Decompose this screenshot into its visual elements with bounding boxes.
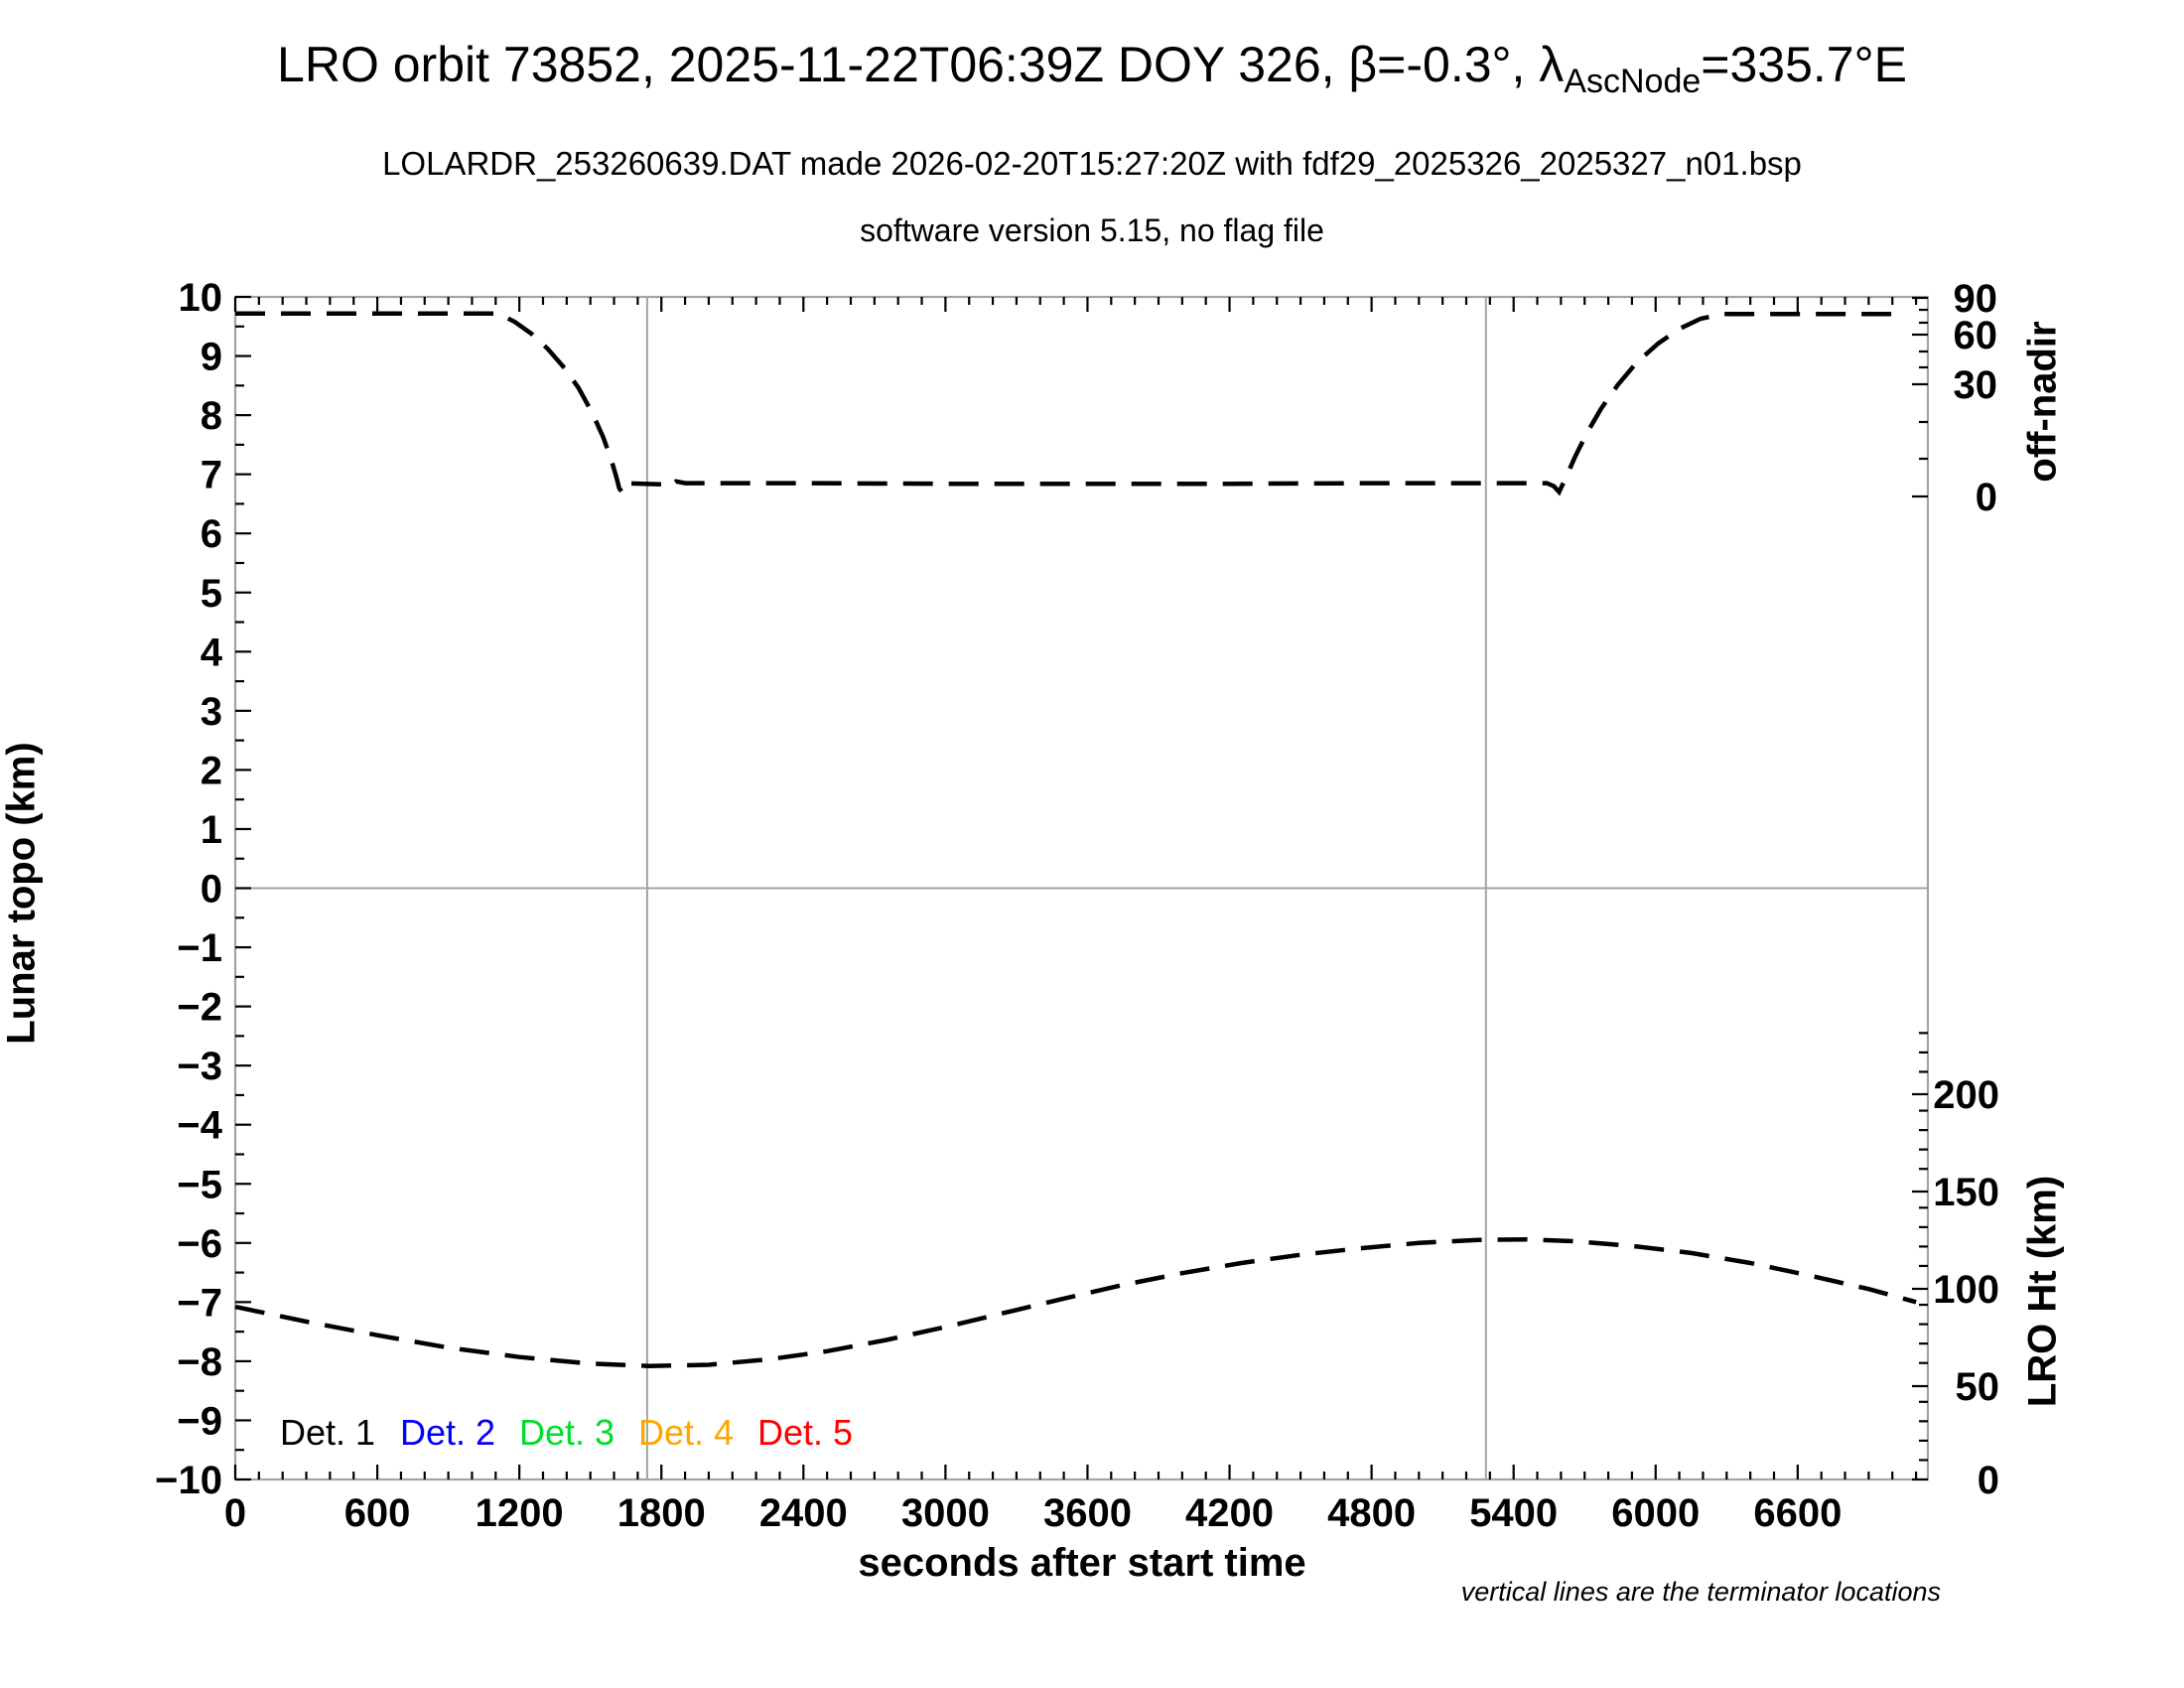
- legend-item-det2: Det. 2: [400, 1412, 496, 1453]
- y-tick-label: 9: [201, 336, 222, 379]
- y-tick-label: −6: [177, 1222, 222, 1266]
- y-tick-label: −4: [177, 1104, 222, 1148]
- legend-item-det1: Det. 1: [280, 1412, 376, 1453]
- legend-item-det5: Det. 5: [757, 1412, 854, 1453]
- page-title: LRO orbit 73852, 2025-11-22T06:39Z DOY 3…: [0, 36, 2184, 101]
- y-tick-label: 4: [201, 631, 223, 674]
- x-tick-label: 1800: [617, 1491, 706, 1535]
- y-tick-label: −3: [177, 1045, 222, 1088]
- x-axis-title: seconds after start time: [858, 1541, 1306, 1585]
- y-tick-label: 5: [201, 572, 222, 616]
- x-tick-label: 6000: [1611, 1491, 1700, 1535]
- y-axis-title-left: Lunar topo (km): [0, 742, 44, 1045]
- x-tick-label: 4800: [1327, 1491, 1416, 1535]
- y-tick-label: −10: [155, 1459, 222, 1502]
- x-tick-label: 600: [344, 1491, 411, 1535]
- x-tick-label: 6600: [1753, 1491, 1842, 1535]
- lro-height-tick-labels: 200 150 100 50 0: [1933, 1073, 1999, 1502]
- off-nadir-tick-label: 30: [1954, 363, 1998, 407]
- x-tick-label: 4200: [1185, 1491, 1274, 1535]
- gridlines-and-terminators: [235, 297, 1928, 1479]
- x-tick-label: 3000: [901, 1491, 990, 1535]
- y-tick-label: 0: [201, 868, 222, 912]
- x-tick-label: 5400: [1469, 1491, 1558, 1535]
- lro-ht-tick-label: 0: [1978, 1459, 1999, 1502]
- off-nadir-tick-label: 60: [1954, 314, 1998, 357]
- y-tick-label: −8: [177, 1340, 222, 1384]
- y-tick-label: 7: [201, 454, 222, 497]
- axis-ticks: [233, 295, 1928, 1481]
- lro-ht-tick-label: 50: [1956, 1365, 2000, 1409]
- y-axis-title-off-nadir: off-nadir: [2020, 321, 2065, 483]
- y-tick-label: 1: [201, 808, 222, 852]
- off-nadir-tick-label: 90: [1954, 277, 1998, 321]
- y-tick-label: −2: [177, 986, 222, 1030]
- y-tick-label: −1: [177, 926, 222, 970]
- data-curves: [234, 311, 1917, 1368]
- lro-ht-tick-label: 150: [1933, 1171, 1999, 1214]
- y-tick-label: 3: [201, 690, 222, 734]
- lro-ht-tick-label: 100: [1933, 1268, 1999, 1312]
- y-tick-label: 6: [201, 512, 222, 556]
- title-main: LRO orbit 73852, 2025-11-22T06:39Z DOY 3…: [277, 37, 1565, 92]
- lro-ht-tick-label: 200: [1933, 1073, 1999, 1117]
- y-tick-label: −5: [177, 1163, 222, 1206]
- legend-item-det4: Det. 4: [638, 1412, 735, 1453]
- legend-item-det3: Det. 3: [519, 1412, 615, 1453]
- curve-lro-height: [234, 1236, 1917, 1368]
- title-tail: =335.7°E: [1701, 37, 1907, 92]
- y-axis-title-lro-height: LRO Ht (km): [2020, 1175, 2065, 1408]
- off-nadir-tick-label: 0: [1976, 476, 1997, 519]
- terminator-note: vertical lines are the terminator locati…: [1460, 1577, 1941, 1607]
- y-tick-label: 10: [179, 276, 223, 320]
- x-tick-label: 2400: [759, 1491, 848, 1535]
- x-tick-label: 1200: [476, 1491, 564, 1535]
- x-tick-labels: 0 600 1200 1800 2400 3000 3600 4200 4800 5400 6000…: [224, 1491, 1842, 1535]
- y-tick-label: 2: [201, 749, 222, 792]
- curve-off-nadir: [235, 311, 1902, 496]
- y-tick-label: −7: [177, 1281, 222, 1325]
- x-tick-label: 0: [224, 1491, 246, 1535]
- title-subscript: AscNode: [1564, 63, 1702, 100]
- subtitle-software-version: software version 5.15, no flag file: [860, 212, 1324, 248]
- subtitle-file-info: LOLARDR_253260639.DAT made 2026-02-20T15…: [382, 145, 1802, 182]
- y-tick-label: −9: [177, 1399, 222, 1443]
- x-tick-label: 3600: [1043, 1491, 1132, 1535]
- y-tick-label: 8: [201, 394, 222, 438]
